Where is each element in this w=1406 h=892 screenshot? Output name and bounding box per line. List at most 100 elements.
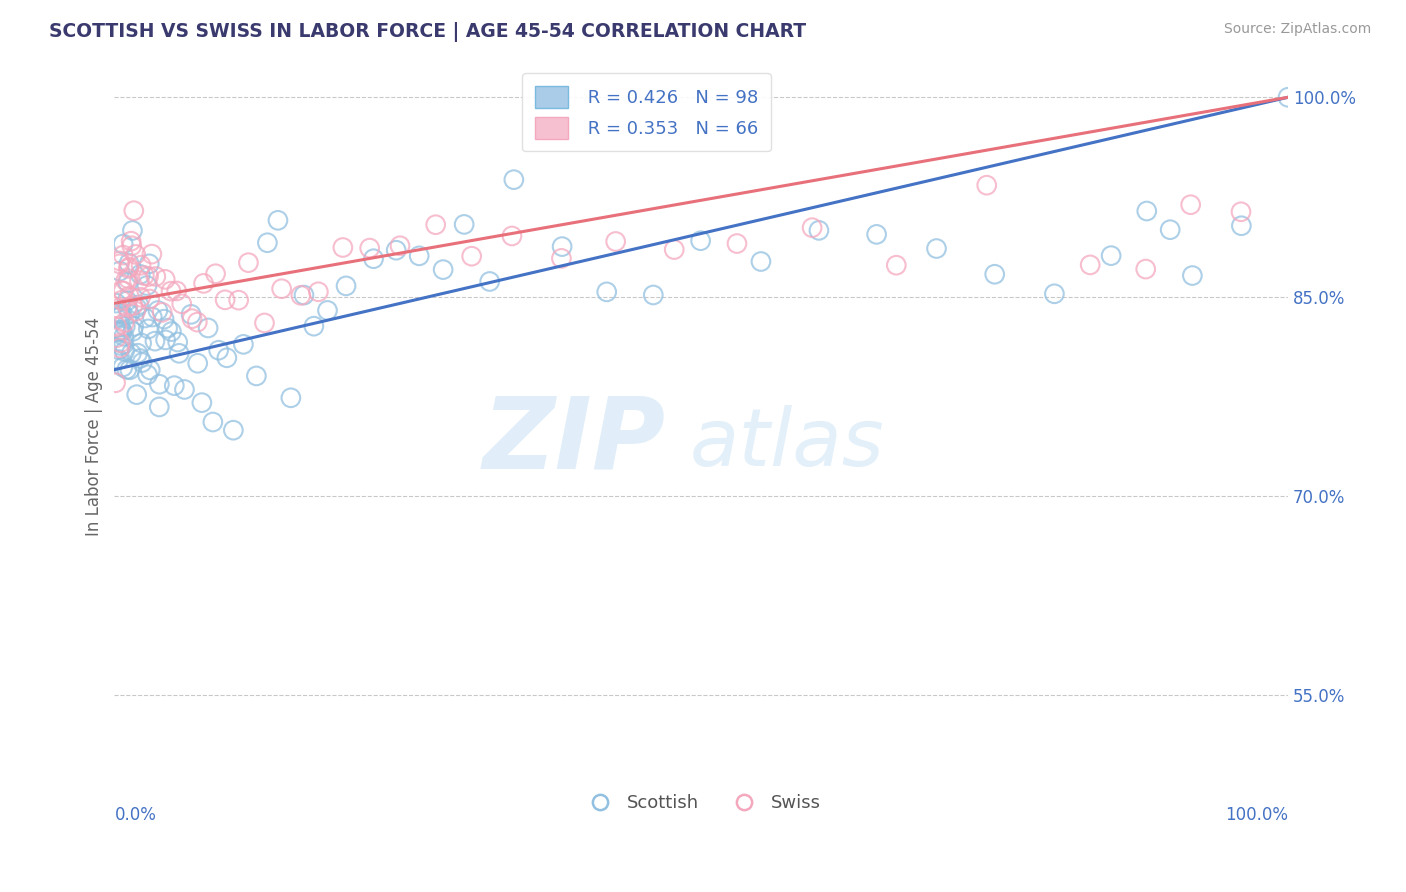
- Point: [127, 346, 149, 360]
- Point: [193, 277, 215, 291]
- Point: [253, 316, 276, 330]
- Point: [112, 329, 135, 343]
- Point: [1099, 249, 1122, 263]
- Point: [122, 299, 145, 313]
- Point: [122, 203, 145, 218]
- Point: [110, 324, 132, 338]
- Text: atlas: atlas: [689, 405, 884, 483]
- Point: [129, 258, 152, 272]
- Point: [1159, 223, 1181, 237]
- Point: [335, 279, 357, 293]
- Text: ZIP: ZIP: [484, 392, 666, 489]
- Point: [110, 293, 132, 308]
- Point: [118, 363, 141, 377]
- Point: [976, 178, 998, 193]
- Point: [689, 234, 711, 248]
- Point: [131, 336, 153, 351]
- Point: [501, 229, 523, 244]
- Point: [201, 415, 224, 429]
- Point: [129, 268, 152, 282]
- Point: [359, 241, 381, 255]
- Point: [105, 331, 128, 345]
- Point: [1135, 262, 1157, 277]
- Point: [114, 344, 136, 359]
- Point: [104, 376, 127, 390]
- Point: [107, 301, 129, 316]
- Point: [170, 297, 193, 311]
- Point: [460, 249, 482, 263]
- Point: [111, 308, 134, 322]
- Point: [801, 220, 824, 235]
- Point: [385, 244, 408, 258]
- Point: [125, 301, 148, 315]
- Point: [388, 239, 411, 253]
- Point: [186, 315, 208, 329]
- Point: [153, 272, 176, 286]
- Point: [107, 352, 129, 367]
- Point: [1277, 90, 1299, 104]
- Point: [925, 242, 948, 256]
- Point: [302, 319, 325, 334]
- Text: 100.0%: 100.0%: [1225, 806, 1288, 824]
- Point: [222, 423, 245, 437]
- Point: [125, 247, 148, 261]
- Point: [118, 256, 141, 270]
- Point: [478, 275, 501, 289]
- Point: [307, 285, 329, 299]
- Point: [886, 258, 908, 272]
- Point: [120, 346, 142, 360]
- Point: [118, 307, 141, 321]
- Point: [725, 236, 748, 251]
- Point: [425, 218, 447, 232]
- Point: [292, 288, 315, 302]
- Point: [110, 310, 132, 324]
- Point: [605, 235, 627, 249]
- Point: [155, 333, 177, 347]
- Legend: Scottish, Swiss: Scottish, Swiss: [574, 787, 828, 819]
- Point: [245, 368, 267, 383]
- Point: [111, 324, 134, 338]
- Point: [105, 310, 128, 325]
- Point: [332, 240, 354, 254]
- Point: [453, 218, 475, 232]
- Point: [432, 262, 454, 277]
- Point: [131, 355, 153, 369]
- Point: [1180, 197, 1202, 211]
- Point: [215, 351, 238, 365]
- Point: [112, 237, 135, 252]
- Point: [290, 288, 312, 302]
- Point: [643, 288, 665, 302]
- Point: [166, 334, 188, 349]
- Point: [167, 346, 190, 360]
- Point: [145, 269, 167, 284]
- Point: [363, 252, 385, 266]
- Point: [117, 276, 139, 290]
- Point: [112, 337, 135, 351]
- Point: [238, 255, 260, 269]
- Point: [267, 213, 290, 227]
- Point: [191, 395, 214, 409]
- Point: [148, 400, 170, 414]
- Point: [408, 249, 430, 263]
- Point: [129, 290, 152, 304]
- Point: [124, 304, 146, 318]
- Point: [112, 284, 135, 298]
- Point: [207, 343, 229, 358]
- Point: [136, 368, 159, 382]
- Point: [120, 234, 142, 248]
- Point: [502, 172, 524, 186]
- Point: [214, 293, 236, 307]
- Point: [108, 324, 131, 338]
- Point: [105, 319, 128, 334]
- Point: [148, 377, 170, 392]
- Point: [121, 239, 143, 253]
- Y-axis label: In Labor Force | Age 45-54: In Labor Force | Age 45-54: [86, 317, 103, 536]
- Point: [134, 310, 156, 325]
- Point: [138, 269, 160, 284]
- Point: [112, 316, 135, 330]
- Point: [160, 284, 183, 298]
- Point: [128, 274, 150, 288]
- Point: [316, 303, 339, 318]
- Point: [1136, 204, 1159, 219]
- Point: [117, 261, 139, 276]
